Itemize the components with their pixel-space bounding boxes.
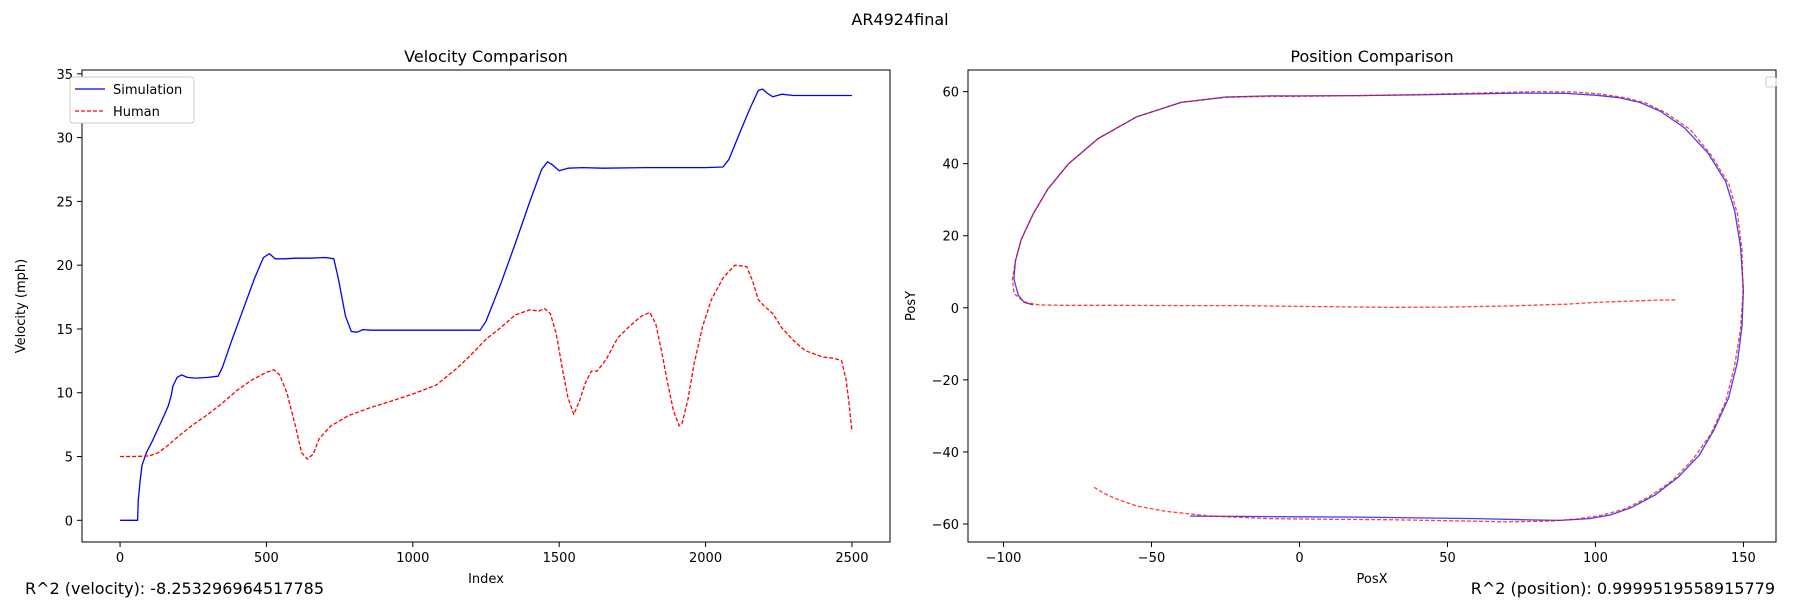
position-y-tick-label: 20 — [942, 230, 959, 245]
position-x-tick-label: −100 — [986, 551, 1022, 566]
velocity-y-tick-label: 30 — [56, 132, 73, 147]
position-y-tick-label: 60 — [942, 86, 959, 101]
velocity-y-axis-label: Velocity (mph) — [14, 259, 29, 353]
r2-velocity-text: R^2 (velocity): -8.253296964517785 — [25, 579, 325, 598]
figure-suptitle: AR4924final — [851, 10, 949, 29]
velocity-y-tick-label: 15 — [56, 323, 73, 338]
velocity-y-tick-label: 5 — [65, 451, 73, 466]
velocity-y-tick-label: 10 — [56, 387, 73, 402]
position-x-axis-label: PosX — [1356, 572, 1387, 587]
position-x-tick-label: 50 — [1439, 551, 1456, 566]
legend-human-label: Human — [113, 105, 160, 120]
position-y-tick-label: −20 — [932, 374, 959, 389]
velocity-axes: Velocity Comparison Index Velocity (mph)… — [14, 47, 891, 587]
position-chart-title: Position Comparison — [1290, 47, 1453, 66]
velocity-y-tick-label: 20 — [56, 259, 73, 274]
position-x-tick-label: 150 — [1731, 551, 1756, 566]
velocity-x-tick-label: 1500 — [543, 551, 576, 566]
velocity-x-tick-label: 2000 — [689, 551, 722, 566]
position-y-axis-label: PosY — [904, 291, 919, 321]
position-x-tick-label: 100 — [1583, 551, 1608, 566]
velocity-x-tick-label: 500 — [254, 551, 279, 566]
velocity-series-simulation-line — [120, 88, 852, 521]
velocity-y-tick-label: 35 — [56, 68, 73, 83]
r2-position-text: R^2 (position): 0.9999519558915779 — [1470, 579, 1775, 598]
legend-simulation-label: Simulation — [113, 83, 182, 98]
position-series-human-line — [1011, 90, 1744, 523]
position-y-tick-label: 40 — [942, 158, 959, 173]
position-axes: Position Comparison PosX PosY −100 −50 0 50… — [904, 47, 1777, 587]
velocity-x-tick-label: 0 — [116, 551, 124, 566]
position-x-tick-label: −50 — [1138, 551, 1165, 566]
velocity-chart-title: Velocity Comparison — [404, 47, 568, 66]
velocity-legend: Simulation Human — [69, 76, 195, 124]
velocity-y-tick-label: 0 — [65, 514, 73, 529]
position-y-tick-label: 0 — [951, 302, 959, 317]
position-empty-legend — [1765, 76, 1777, 88]
position-y-tick-label: −40 — [932, 446, 959, 461]
velocity-series-human-line — [120, 264, 853, 460]
velocity-x-axis-label: Index — [468, 572, 504, 587]
velocity-y-tick-label: 25 — [56, 195, 73, 210]
velocity-x-tick-label: 1000 — [396, 551, 429, 566]
position-y-tick-label: −60 — [932, 518, 959, 533]
position-x-tick-label: 0 — [1295, 551, 1303, 566]
velocity-plot-frame — [81, 69, 891, 543]
position-plot-frame — [967, 69, 1777, 543]
velocity-x-tick-label: 2500 — [835, 551, 868, 566]
